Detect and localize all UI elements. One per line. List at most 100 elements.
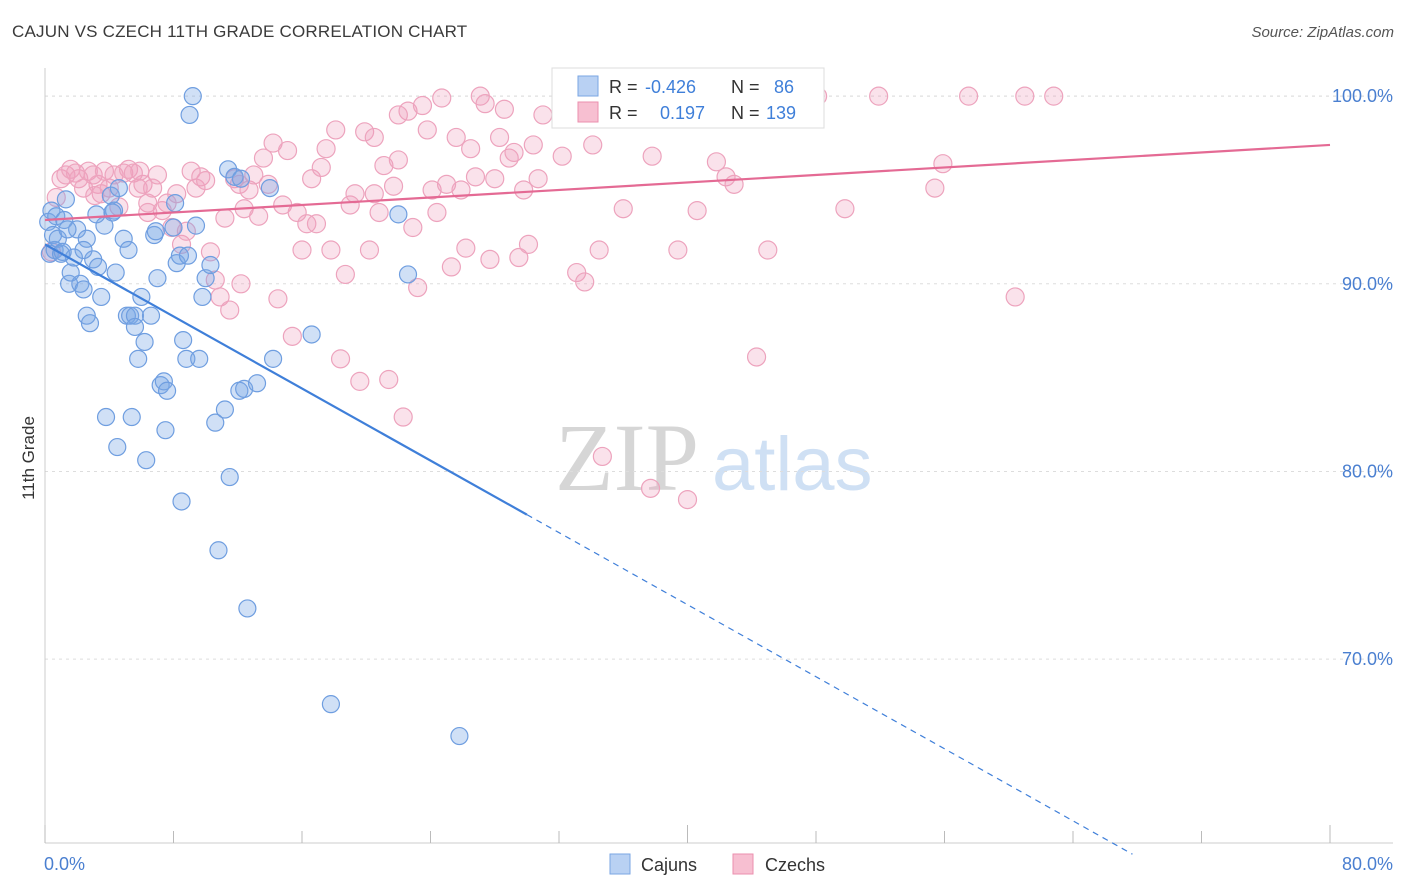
cajun-point [174,330,193,350]
trend-lines [44,143,1331,855]
x-tick-label-min: 0.0% [44,854,85,874]
czech-point [282,326,302,346]
czech-point [297,214,317,234]
series-legend: Cajuns Czechs [609,853,825,875]
czech-point [215,208,235,228]
cajun-r-label: R = [609,77,638,97]
cajun-point [103,203,122,222]
czech-point [706,152,727,172]
czech-point [687,201,707,221]
cajun-point [263,349,283,368]
cajun-point [96,407,116,427]
czech-point [350,371,370,391]
cajun-point [135,332,154,352]
czech-r-label: R = [609,103,638,123]
czech-point [393,407,413,427]
czech-point [130,161,150,181]
czech-point [427,202,447,223]
czech-point [724,174,744,194]
czech-point [355,122,375,142]
axes [44,68,1393,844]
czech-point [138,202,158,223]
cajun-point [193,287,212,307]
cajun-n-label: N = [731,77,760,97]
cajun-point [92,287,111,307]
czech-point [268,289,288,309]
x-tick-labels: 0.0% 80.0% [44,854,1393,874]
czech-point [746,347,767,367]
czech-point [1044,86,1064,106]
czech-point [533,105,553,125]
czech-point [461,139,481,159]
czech-point [441,257,461,277]
czech-point [403,217,423,238]
czech-point [835,199,855,219]
czech-point [436,174,457,194]
cajun-point [108,437,127,457]
cajun-n-value: 86 [774,77,794,97]
czech-r-value: 0.197 [660,103,705,123]
cajun-point [137,451,156,470]
czech-point [412,95,433,116]
cajun-legend-swatch [577,75,599,97]
cajun-point [157,381,177,400]
y-tick-labels: 70.0% 80.0% 90.0% 100.0% [1332,86,1393,669]
cajun-point [106,263,125,282]
cajun-trend-line [44,243,528,516]
czech-point [277,140,298,161]
cajun-point [80,314,100,333]
cajun-point [156,421,175,440]
czech-point [509,247,529,268]
czechs-legend-label: Czechs [765,855,825,875]
cajun-point [122,407,141,427]
y-tick-label: 70.0% [1342,649,1393,669]
y-tick-label: 100.0% [1332,86,1393,106]
chart-title: CAJUN VS CZECH 11TH GRADE CORRELATION CH… [12,22,468,41]
cajun-point [125,317,145,337]
czech-point [200,242,221,262]
cajun-point [109,178,128,198]
czech-point [583,135,603,155]
czech-point [480,249,500,270]
cajun-point [398,265,418,284]
cajun-point [56,190,75,209]
stats-legend: R = -0.426 N = 86 R = 0.197 N = 139 [551,67,825,129]
czech-point [83,165,103,185]
czech-point [374,155,394,176]
czech-point [364,127,384,148]
cajun-point [71,274,90,293]
cajun-point [178,246,198,265]
cajun-point [114,229,133,248]
cajun-point [74,280,93,299]
cajun-point [58,220,77,239]
czech-point [432,88,452,108]
cajun-point [172,492,191,511]
czech-point [388,105,408,125]
cajun-point [146,222,165,241]
cajun-point [389,205,408,224]
czech-point [253,148,274,168]
czech-point [220,300,240,320]
cajun-point [74,240,93,260]
czech-point [465,167,486,187]
czech-point [69,169,89,189]
y-tick-label: 90.0% [1342,274,1393,294]
czech-point [475,94,495,114]
czech-point [186,178,206,198]
czech-point [379,369,399,390]
cajun-point [164,218,183,237]
cajun-point [450,726,469,746]
cajun-point [201,255,220,275]
czechs-legend-swatch [732,853,754,875]
czech-point [364,184,384,204]
chart-source: Source: ZipAtlas.com [1251,24,1394,41]
czech-point [518,234,539,254]
czech-point [292,240,312,260]
cajun-point [238,599,257,618]
cajun-trend-extension [526,514,1133,855]
watermark-zip: ZIP [555,404,699,511]
czech-point [514,180,534,200]
czech-point [677,489,698,510]
czech-point [485,169,505,189]
czech-point [869,86,889,106]
